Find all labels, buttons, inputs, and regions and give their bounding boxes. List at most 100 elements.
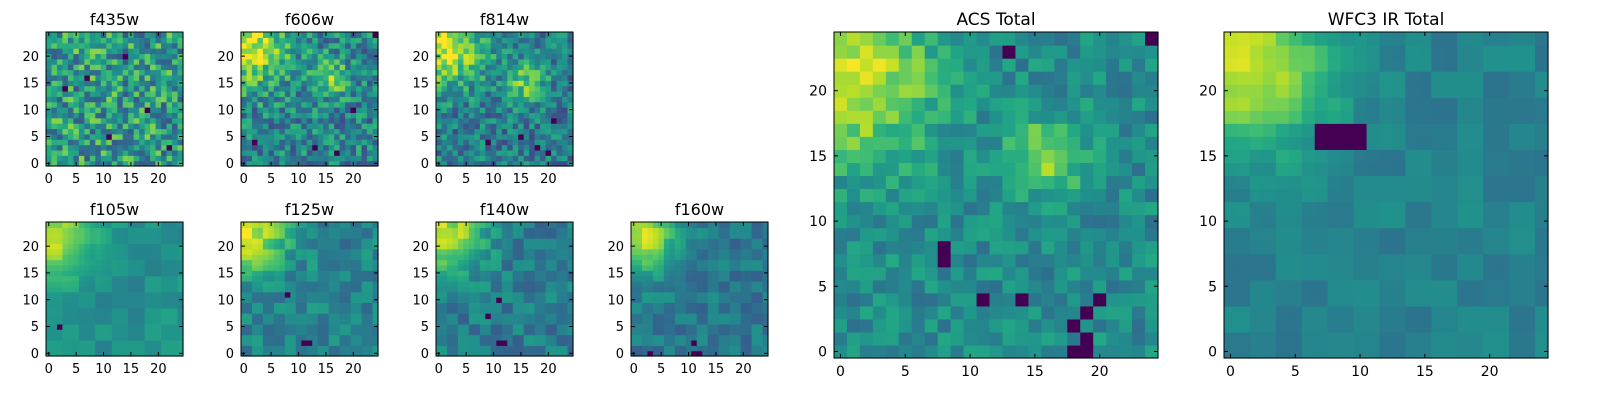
heatmap-cell [290, 133, 297, 140]
heatmap-cell [512, 48, 519, 55]
heatmap-cell [702, 275, 709, 282]
heatmap-cell [452, 144, 459, 151]
heatmap-cell [479, 101, 486, 108]
x-tick-label: 10 [680, 362, 697, 377]
heatmap-cell [295, 286, 302, 293]
heatmap-cell [100, 90, 107, 97]
heatmap-cell [312, 32, 319, 38]
heatmap-cell [859, 175, 874, 190]
heatmap-cell [507, 329, 514, 336]
heatmap-cell [702, 297, 709, 303]
heatmap-cell [463, 323, 470, 330]
heatmap-cell [161, 37, 168, 44]
heatmap-cell [251, 101, 259, 108]
heatmap-cell [746, 275, 753, 282]
heatmap-cell [976, 162, 991, 177]
heatmap-cell [507, 350, 514, 357]
heatmap-cell [100, 96, 107, 103]
heatmap-cell [273, 334, 280, 341]
heatmap-cell [529, 117, 536, 124]
heatmap-cell [534, 37, 541, 44]
heatmap-cell [345, 69, 352, 76]
heatmap-cell [334, 69, 341, 76]
heatmap-cell [328, 259, 335, 266]
heatmap-cell [485, 313, 492, 320]
heatmap-cell [139, 139, 146, 146]
heatmap-cell [95, 243, 102, 250]
heatmap-cell [78, 144, 85, 151]
heatmap-cell [885, 253, 900, 268]
heatmap-cell [534, 133, 541, 140]
heatmap-cell [636, 222, 643, 228]
heatmap-cell [512, 37, 519, 44]
heatmap-cell [924, 279, 939, 294]
heatmap-cell [551, 85, 558, 92]
heatmap-cell [155, 123, 162, 130]
heatmap-cell [1145, 175, 1159, 190]
heatmap-cell [279, 350, 286, 357]
heatmap-cell [1067, 253, 1081, 268]
heatmap-cell [150, 42, 157, 49]
heatmap-cell [339, 329, 346, 336]
heatmap-cell [62, 291, 69, 298]
heatmap-cell [551, 96, 558, 103]
heatmap-cell [273, 133, 280, 140]
heatmap-cell [177, 74, 184, 81]
heatmap-cell [746, 238, 753, 245]
heatmap-cell [534, 323, 541, 330]
heatmap-cell [279, 248, 286, 255]
heatmap-cell [78, 318, 85, 325]
heatmap-cell [122, 64, 129, 71]
heatmap-cell [463, 101, 470, 108]
heatmap-cell [468, 243, 475, 250]
heatmap-cell [166, 112, 173, 119]
heatmap-cell [641, 318, 649, 325]
heatmap-cell [51, 58, 58, 65]
heatmap-cell [529, 248, 536, 255]
heatmap-cell [507, 227, 514, 234]
heatmap-cell [924, 188, 939, 203]
heatmap-cell [529, 307, 536, 314]
heatmap-cell [166, 85, 173, 92]
heatmap-cell [51, 123, 58, 130]
heatmap-cell [446, 259, 454, 266]
heatmap-cell [268, 144, 275, 151]
heatmap-cell [452, 117, 459, 124]
heatmap-cell [1002, 266, 1017, 281]
heatmap-cell [523, 42, 530, 49]
heatmap-cell [133, 264, 140, 271]
heatmap-cell [262, 313, 269, 320]
heatmap-cell [133, 117, 140, 124]
heatmap-cell [556, 254, 563, 261]
heatmap-cell [306, 270, 313, 277]
heatmap-cell [724, 302, 731, 309]
heatmap-cell [562, 96, 569, 103]
heatmap-cell [128, 107, 135, 113]
heatmap-cell [251, 238, 259, 245]
heatmap-cell [177, 69, 184, 76]
heatmap-cell [95, 291, 102, 298]
heatmap-cell [128, 133, 135, 140]
heatmap-cell [78, 123, 85, 130]
heatmap-cell [452, 222, 459, 228]
heatmap-cell [846, 162, 861, 177]
heatmap-cell [372, 58, 379, 65]
heatmap-cell [457, 238, 464, 245]
heatmap-cell [674, 248, 681, 255]
heatmap-cell [279, 32, 286, 38]
heatmap-cell [463, 80, 470, 87]
heatmap-cell [84, 123, 91, 130]
heatmap-cell [268, 323, 275, 330]
heatmap-cell [507, 42, 514, 49]
heatmap-cell [161, 96, 168, 103]
heatmap-cell [177, 117, 184, 124]
heatmap-cell [696, 264, 703, 271]
y-tick-label: 20 [22, 240, 39, 255]
heatmap-cell [474, 339, 481, 346]
heatmap-cell [367, 238, 374, 245]
heatmap-cell [350, 69, 357, 76]
heatmap-cell [446, 149, 454, 156]
heatmap-cell [367, 69, 374, 76]
heatmap-cell [128, 339, 135, 346]
heatmap-cell [257, 133, 264, 140]
